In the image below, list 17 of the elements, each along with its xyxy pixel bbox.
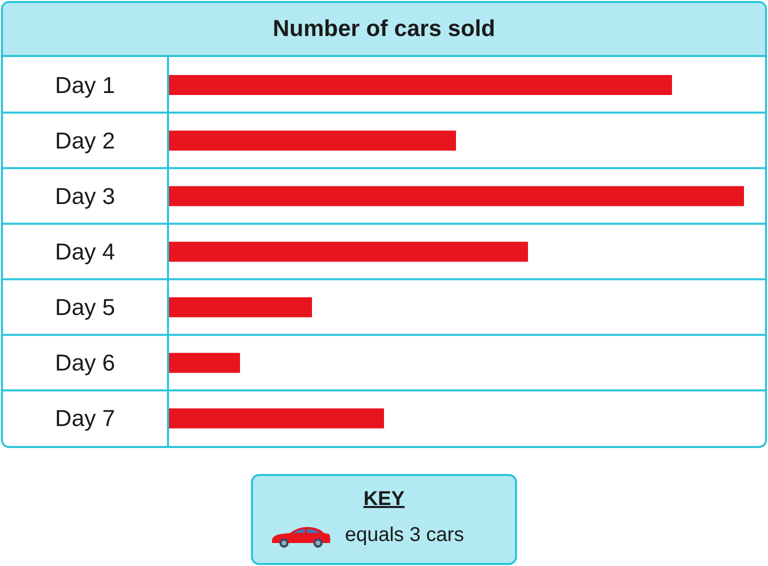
chart-title: Number of cars sold: [272, 15, 496, 42]
y-tick-label: Day 3: [54, 182, 116, 209]
y-tick-label: Day 6: [54, 350, 116, 376]
bar: [168, 186, 744, 206]
bar: [168, 130, 456, 151]
bar: [168, 242, 528, 262]
y-tick-label: Day 7: [54, 405, 116, 432]
y-tick-label: Day 2: [54, 127, 116, 154]
text: equals 3 cars: [345, 524, 464, 546]
bar: [168, 352, 240, 373]
y-tick-label: Day 1: [54, 72, 116, 98]
y-tick-label: Day 5: [54, 294, 116, 320]
bar: [168, 75, 672, 95]
y-tick-label: Day 4: [54, 238, 116, 264]
text: KEY: [363, 488, 405, 510]
bar: [168, 297, 312, 318]
bar: [168, 408, 384, 428]
